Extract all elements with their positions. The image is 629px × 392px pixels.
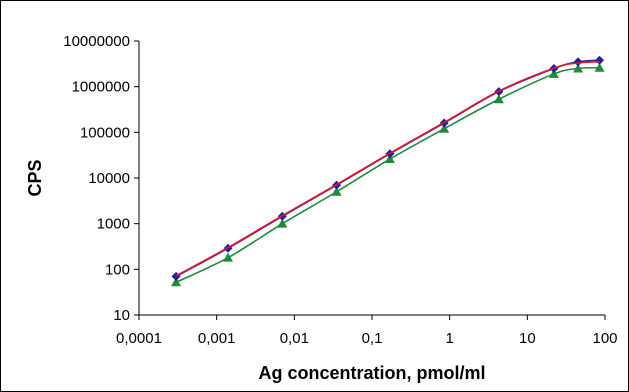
data-point-triangle [573, 63, 584, 73]
series-2 [171, 62, 605, 287]
data-point-triangle [439, 123, 450, 133]
y-tick-label: 10000000 [63, 33, 130, 50]
data-point-triangle [277, 218, 288, 228]
data-point-triangle [548, 68, 559, 78]
data-point-triangle [223, 252, 234, 262]
series-line [175, 66, 600, 284]
x-tick-label: 10 [519, 330, 536, 347]
data-point-triangle [331, 186, 342, 196]
series-layer [171, 55, 605, 287]
x-tick-label: 0,1 [362, 330, 383, 347]
data-point-diamond [573, 57, 583, 67]
y-axis-title: CPS [25, 159, 45, 196]
y-tick-label: 10 [113, 307, 130, 324]
y-tick-label: 100000 [80, 124, 130, 141]
x-axis-title: Ag concentration, pmol/ml [258, 363, 485, 383]
y-tick-label: 10000 [88, 170, 130, 187]
x-tick-label: 0,01 [280, 330, 309, 347]
x-tick-label: 0,001 [198, 330, 236, 347]
series-0 [171, 55, 605, 281]
data-point-triangle [171, 277, 182, 287]
series-line [175, 61, 600, 277]
series-line [175, 59, 600, 278]
data-point-triangle [384, 154, 395, 164]
y-tick-label: 100 [105, 261, 130, 278]
data-point-diamond [595, 55, 605, 65]
data-point-triangle [493, 94, 504, 104]
series-1 [175, 61, 600, 277]
x-tick-label: 0,0001 [116, 330, 162, 347]
x-tick-label: 1 [445, 330, 453, 347]
y-tick-label: 1000 [97, 216, 130, 233]
axes: 10 100 1000 10000 100000 1000000 10000000 0,000… [63, 33, 617, 347]
data-point-triangle [594, 62, 605, 72]
y-tick-label: 1000000 [72, 79, 130, 96]
x-tick-label: 100 [592, 330, 617, 347]
